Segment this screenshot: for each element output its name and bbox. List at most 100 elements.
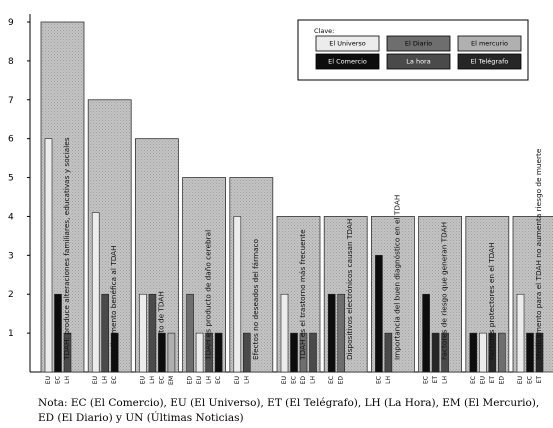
bar-code-label: EC — [328, 376, 335, 384]
bar-code-label: EC — [423, 376, 430, 384]
bar-ec — [54, 293, 62, 373]
group-label: Concepto de TDAH — [156, 291, 165, 360]
bar-lh — [243, 332, 251, 373]
legend-item-ec: El Comercio — [315, 53, 380, 70]
group-4: ED EU LH EC TDAH es producto de daño cerebra… — [182, 177, 227, 384]
group-label: Importancia del buen diagnóstico en el T… — [392, 195, 401, 360]
bar-eu — [139, 293, 147, 373]
group-label: Efectos no deseados del fármaco — [251, 238, 260, 360]
bar-ed — [186, 293, 194, 373]
bar-ed — [497, 332, 506, 373]
bar-code-label: EC — [375, 376, 382, 384]
bar-et — [535, 332, 544, 373]
legend-label: El Diario — [405, 40, 432, 48]
legend-item-eu: El Universo — [315, 35, 380, 52]
bar-eu — [195, 332, 204, 373]
group-9: EC ET LH Factores de riesgo que generan TDA… — [418, 216, 463, 384]
bar-code-label: LH — [149, 376, 156, 384]
bar-eu — [44, 138, 53, 373]
legend-title: Clave: — [314, 27, 334, 35]
bar-code-label: ET — [432, 376, 439, 384]
bar-code-label: EU — [479, 376, 486, 384]
bar-ec — [158, 332, 166, 373]
bar-eu — [516, 293, 525, 373]
bar-code-label: EU — [517, 376, 524, 384]
bar-code-label: EC — [470, 376, 477, 384]
bar-code-label: EM — [168, 376, 175, 385]
legend-label: El Comercio — [328, 58, 367, 66]
bar-ec — [214, 332, 223, 373]
bar-code-label: EC — [527, 376, 534, 384]
bar-code-label: LH — [206, 376, 213, 384]
group-10: EC EU ET ED Factores protectores en el TDAH — [465, 216, 510, 385]
bar-ed — [299, 332, 308, 373]
bar-code-label: LH — [243, 376, 250, 384]
group-7: EC ED Dispositivos electrónicos causan TDA… — [323, 216, 368, 385]
legend-label: El mercurio — [471, 40, 508, 48]
bar-code-label: EU — [234, 376, 241, 384]
bar-et — [488, 332, 497, 373]
bar-eu — [91, 212, 100, 373]
group-label: Factores de riesgo que generan TDAH — [440, 222, 449, 360]
legend-swatch — [315, 53, 380, 70]
bar-ed — [337, 293, 346, 373]
legend-item-lh: La hora — [386, 53, 451, 70]
legend-label: El Universo — [329, 40, 366, 48]
legend-swatch — [315, 35, 380, 52]
bar-em — [167, 332, 176, 373]
bar-ec — [526, 332, 534, 373]
bar-code-label: EC — [291, 376, 298, 384]
group-1: EU EC LH TDAH: produce alteraciones familia… — [40, 21, 85, 384]
bar-ec — [290, 332, 298, 373]
bar-code-label: EC — [55, 376, 62, 384]
bar-ec — [375, 255, 383, 373]
bar-code-label: ED — [498, 376, 505, 385]
legend-swatch — [386, 53, 451, 70]
bar-code-label: ET — [489, 376, 496, 384]
bar-et — [431, 332, 440, 373]
group-label: TDAH: produce alteraciones familiares, e… — [62, 137, 71, 361]
bar-eu — [233, 216, 242, 373]
bar-code-label: EC — [111, 376, 118, 384]
y-tick-label-5: 5 — [8, 174, 14, 184]
bar-code-label: EU — [281, 376, 288, 384]
group-3: EU LH EC EM Concepto de TDAH — [134, 138, 179, 385]
bar-code-label: EU — [196, 376, 203, 384]
bar-lh — [441, 332, 449, 373]
group-11: EU EC ET Medicamento para el TDAH no aument… — [512, 148, 553, 384]
legend-item-et: El Telégrafo — [457, 53, 522, 70]
y-tick-label-2: 2 — [8, 290, 14, 300]
bar-code-label: EC — [215, 376, 222, 384]
y-tick-label-1: 1 — [8, 329, 14, 339]
group-label: TDAH es el trastorno más frecuente — [298, 229, 307, 361]
y-tick-label-7: 7 — [8, 96, 14, 106]
bar-lh — [148, 293, 157, 373]
y-tick-label-3: 3 — [8, 251, 14, 261]
group-5: EU LH Efectos no deseados del fármaco — [229, 177, 274, 384]
bar-code-label: ED — [338, 376, 345, 385]
bar-code-label: EU — [139, 376, 146, 384]
bar-code-label: EU — [45, 376, 52, 384]
bar-code-label: LH — [442, 376, 449, 384]
bar-lh — [205, 332, 213, 373]
bar-ec — [110, 332, 119, 373]
legend-label: La hora — [406, 58, 430, 66]
bar-lh — [63, 332, 72, 373]
y-tick-label-9: 9 — [8, 18, 14, 28]
group-label: Medicamento para el TDAH no aumenta ries… — [534, 148, 543, 360]
legend-label: El Telégrafo — [471, 58, 509, 66]
group-label: TDAH es producto de daño cerebral — [204, 230, 213, 361]
bar-ec — [469, 332, 478, 373]
bar-code-label: EC — [158, 376, 165, 384]
bar-lh — [384, 332, 393, 373]
bar-code-label: LH — [64, 376, 71, 384]
bar-code-label: LH — [385, 376, 392, 384]
legend-item-em: El mercurio — [457, 35, 522, 52]
legend-swatch — [457, 35, 522, 52]
legend-swatch — [386, 35, 451, 52]
bar-code-label: LH — [310, 376, 317, 384]
y-tick-label-4: 4 — [8, 212, 14, 222]
group-label: Medicamento benéfica al TDAH — [109, 245, 118, 360]
